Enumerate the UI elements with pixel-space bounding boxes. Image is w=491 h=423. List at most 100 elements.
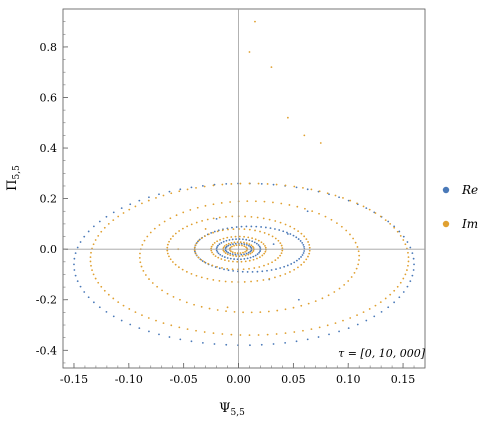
data-point-im	[250, 215, 253, 218]
data-point-im	[122, 304, 125, 307]
data-point-im	[311, 210, 314, 213]
data-point-re	[168, 190, 171, 193]
data-point-re	[218, 243, 221, 246]
data-point-re	[240, 242, 243, 245]
data-point-im	[384, 219, 387, 222]
data-point-im	[289, 271, 291, 273]
x-tick-label: 0.05	[281, 373, 306, 386]
data-point-im	[224, 252, 227, 254]
data-point-im	[368, 208, 371, 211]
data-point-im	[166, 243, 169, 246]
data-point-re	[278, 229, 281, 231]
data-point-im	[292, 306, 295, 309]
data-point-re	[190, 186, 193, 189]
data-point-im	[195, 221, 198, 224]
data-point-im	[396, 285, 399, 288]
data-point-im	[243, 241, 245, 244]
data-point-re	[215, 217, 218, 220]
data-point-im	[267, 233, 270, 236]
data-point-im	[190, 272, 193, 275]
axis-lines	[62, 8, 426, 369]
x-tick-label: -0.05	[170, 373, 198, 386]
data-point-im	[284, 332, 287, 335]
data-point-re	[295, 259, 298, 262]
data-point-im	[326, 192, 329, 195]
data-point-im	[91, 269, 93, 271]
data-point-im	[259, 230, 261, 233]
data-point-im	[117, 215, 120, 218]
data-point-im	[223, 245, 226, 247]
data-point-im	[303, 134, 306, 137]
data-point-re	[317, 336, 320, 338]
data-point-im	[193, 246, 196, 249]
data-point-re	[226, 257, 229, 259]
y-tick-label: 0.0	[40, 243, 58, 256]
data-point-re	[402, 291, 405, 293]
data-point-im	[293, 331, 296, 333]
data-point-im	[404, 273, 407, 276]
data-point-im	[368, 308, 371, 310]
data-point-im	[231, 215, 234, 218]
data-point-im	[216, 230, 219, 233]
data-point-im	[235, 255, 238, 258]
data-point-im	[226, 253, 229, 256]
data-point-im	[239, 241, 242, 244]
data-point-im	[212, 279, 215, 281]
data-point-re	[328, 333, 330, 336]
data-point-im	[220, 258, 223, 260]
data-point-im	[330, 218, 333, 221]
data-point-im	[211, 243, 214, 246]
data-point-im	[172, 235, 174, 238]
data-point-re	[297, 298, 300, 301]
data-point-im	[203, 261, 206, 263]
data-point-im	[195, 254, 198, 257]
data-point-im	[284, 223, 287, 226]
data-point-re	[148, 196, 150, 199]
data-point-im	[185, 301, 188, 304]
data-point-re	[259, 250, 261, 253]
data-point-im	[252, 258, 255, 261]
data-point-re	[293, 261, 296, 264]
data-point-im	[314, 300, 317, 302]
data-point-re	[257, 244, 260, 246]
data-point-im	[204, 204, 207, 207]
data-point-re	[409, 246, 412, 249]
data-point-im	[92, 273, 95, 276]
data-point-im	[218, 279, 221, 282]
data-point-im	[203, 185, 206, 188]
data-point-im	[267, 310, 270, 313]
data-point-im	[280, 202, 283, 205]
data-point-re	[269, 227, 272, 230]
data-point-re	[231, 253, 234, 256]
data-point-re	[105, 311, 108, 313]
data-point-im	[198, 239, 200, 242]
data-point-re	[238, 238, 241, 240]
data-point-im	[280, 244, 283, 247]
data-point-im	[286, 116, 289, 119]
data-point-im	[195, 329, 197, 332]
data-point-re	[231, 238, 234, 241]
data-point-re	[299, 240, 302, 242]
data-point-im	[248, 51, 251, 53]
data-point-im	[147, 317, 150, 319]
data-point-im	[210, 245, 213, 248]
data-point-im	[318, 190, 321, 193]
data-point-im	[211, 251, 213, 254]
data-point-im	[204, 228, 207, 230]
data-point-im	[122, 212, 125, 214]
data-point-im	[244, 260, 247, 263]
data-point-im	[143, 239, 146, 242]
data-point-im	[140, 265, 143, 268]
data-point-im	[217, 256, 220, 259]
data-point-im	[231, 245, 233, 248]
data-point-im	[193, 249, 196, 252]
data-point-re	[286, 231, 288, 234]
data-point-im	[90, 251, 92, 254]
data-point-re	[406, 285, 409, 288]
data-point-im	[281, 249, 284, 252]
data-point-im	[229, 254, 232, 257]
data-point-im	[227, 260, 230, 262]
data-point-im	[219, 238, 221, 241]
data-point-re	[411, 274, 414, 277]
data-point-im	[225, 310, 227, 312]
